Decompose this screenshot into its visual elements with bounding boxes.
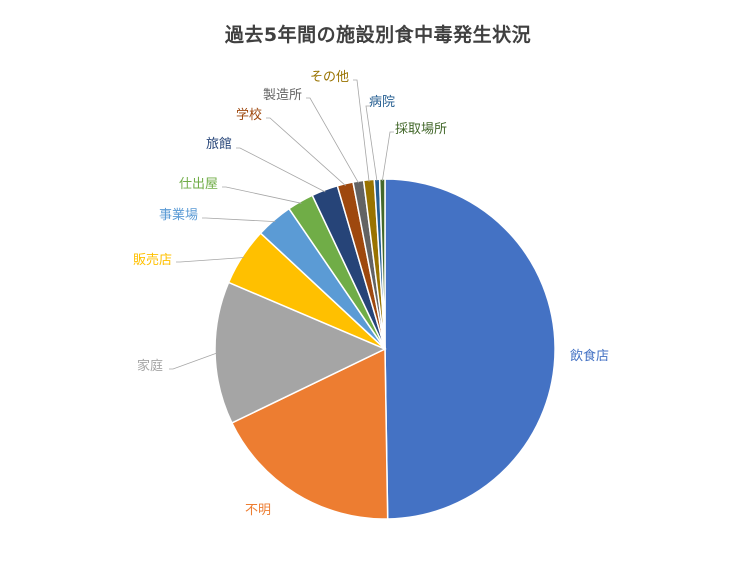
leader-line [306, 97, 359, 184]
slice-label: 病院 [369, 95, 395, 110]
slice-label: 旅館 [206, 137, 232, 152]
slice-label: 学校 [236, 107, 262, 123]
slice-label: 製造所 [263, 88, 302, 103]
slice-label: 飲食店 [570, 348, 609, 364]
leader-lines [169, 79, 394, 370]
slice-label: 販売店 [133, 252, 172, 268]
leader-line [176, 257, 245, 263]
leader-line [236, 147, 326, 193]
slice-label: 採取場所 [395, 122, 447, 137]
slice-label: その他 [310, 70, 349, 85]
pie-slice [214, 281, 387, 424]
leader-line [222, 186, 302, 204]
pie-slices [214, 178, 556, 520]
pie-slice [230, 347, 389, 520]
chart-title: 過去5年間の施設別食中毒発生状況 [224, 24, 532, 46]
leader-line [381, 131, 394, 182]
leader-line [202, 217, 276, 222]
leader-line [266, 117, 346, 186]
pie-slice [384, 178, 556, 520]
slice-label: 不明 [245, 503, 271, 518]
slice-label: 事業場 [159, 207, 198, 223]
slice-label: 仕出屋 [179, 177, 218, 192]
leader-line [365, 105, 378, 182]
leader-line [353, 79, 370, 182]
slice-label: 家庭 [137, 358, 163, 374]
leader-line [169, 352, 218, 370]
